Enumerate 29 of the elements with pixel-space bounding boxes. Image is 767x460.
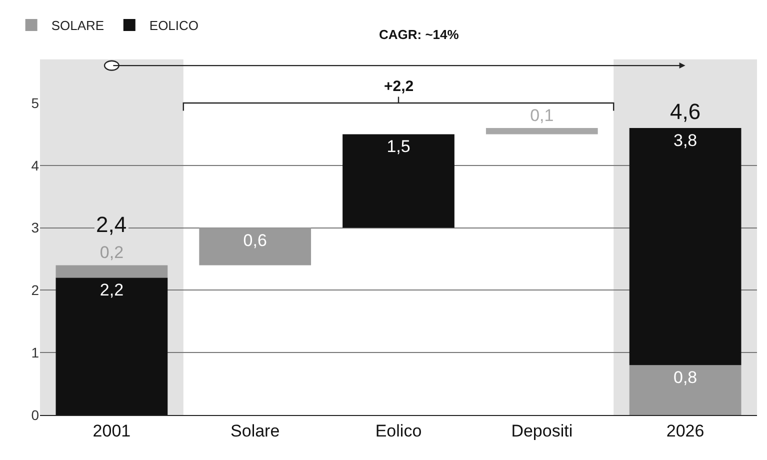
x-tick-label: Eolico: [375, 421, 422, 440]
y-tick-label: 5: [31, 94, 40, 111]
data-label: 0,6: [243, 230, 267, 250]
data-label: 0,8: [673, 368, 698, 388]
data-label: 1,5: [386, 137, 410, 156]
bar: [486, 128, 598, 134]
data-label: 3,8: [673, 130, 698, 150]
total-label: 4,6: [670, 99, 701, 124]
y-tick-label: 1: [31, 344, 40, 360]
data-label: 0,1: [530, 106, 554, 125]
x-tick-label: 2026: [666, 421, 704, 440]
y-tick-label: 4: [31, 157, 40, 174]
legend-label: SOLARE: [51, 18, 104, 34]
data-label: 2,2: [100, 280, 124, 300]
legend-label: EOLICO: [149, 18, 199, 34]
y-tick-label: 3: [31, 220, 40, 236]
x-tick-label: 2001: [92, 421, 131, 440]
x-tick-label: Solare: [230, 421, 280, 440]
y-tick-label: 2: [31, 282, 40, 298]
x-tick-label: Depositi: [511, 421, 573, 440]
data-label: 0,2: [100, 243, 124, 262]
y-tick-label: 0: [31, 406, 40, 423]
text: CAGR: ~14%: [379, 27, 460, 42]
bar: [342, 134, 454, 228]
text: +2,2: [384, 78, 414, 95]
bar: [56, 265, 168, 278]
total-label: 2,4: [96, 212, 127, 237]
bar: [199, 228, 312, 266]
bar: [629, 365, 742, 415]
